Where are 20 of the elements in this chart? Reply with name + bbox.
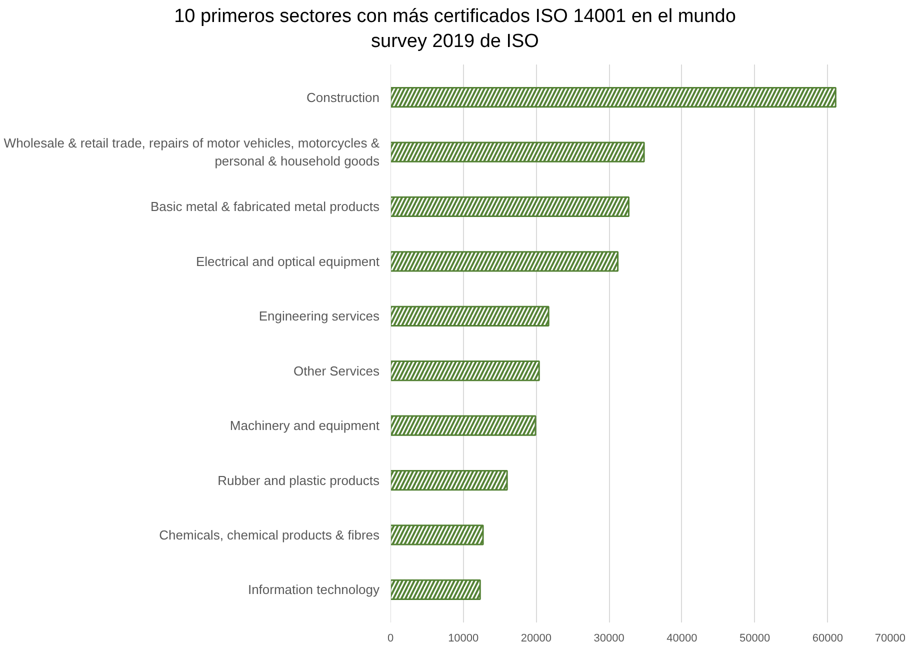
- x-tick-label: 60000: [812, 632, 843, 645]
- y-tick-label: Rubber and plastic products: [218, 473, 380, 488]
- x-tick-label: 40000: [666, 632, 698, 645]
- y-tick-label: Electrical and optical equipment: [196, 254, 380, 270]
- y-tick-label: Basic metal & fabricated metal products: [150, 200, 380, 215]
- x-tick-label: 10000: [448, 632, 479, 645]
- y-tick-label: Information technology: [248, 582, 380, 598]
- y-tick-label: Machinery and equipment: [230, 418, 380, 434]
- x-tick-label: 20000: [520, 632, 552, 645]
- chart-subtitle: survey 2019 de ISO: [371, 30, 539, 52]
- x-tick-label: 30000: [594, 632, 624, 645]
- y-tick-label: Chemicals, chemical products & fibres: [159, 528, 380, 543]
- x-tick-label: 0: [387, 632, 394, 645]
- y-tick-label: Construction: [306, 90, 380, 106]
- x-tick-label: 50000: [739, 632, 770, 645]
- chart-title: 10 primeros sectores con más certificados ISO 14001 en el mundo: [174, 6, 736, 27]
- y-tick-label: Wholesale & retail trade, repairs of motor vehicles, motorcycles & personal & household goods: [4, 136, 380, 169]
- y-tick-label: Engineering services: [258, 309, 380, 324]
- x-tick-label: 70000: [874, 632, 906, 645]
- y-tick-label: Other Services: [294, 364, 380, 379]
